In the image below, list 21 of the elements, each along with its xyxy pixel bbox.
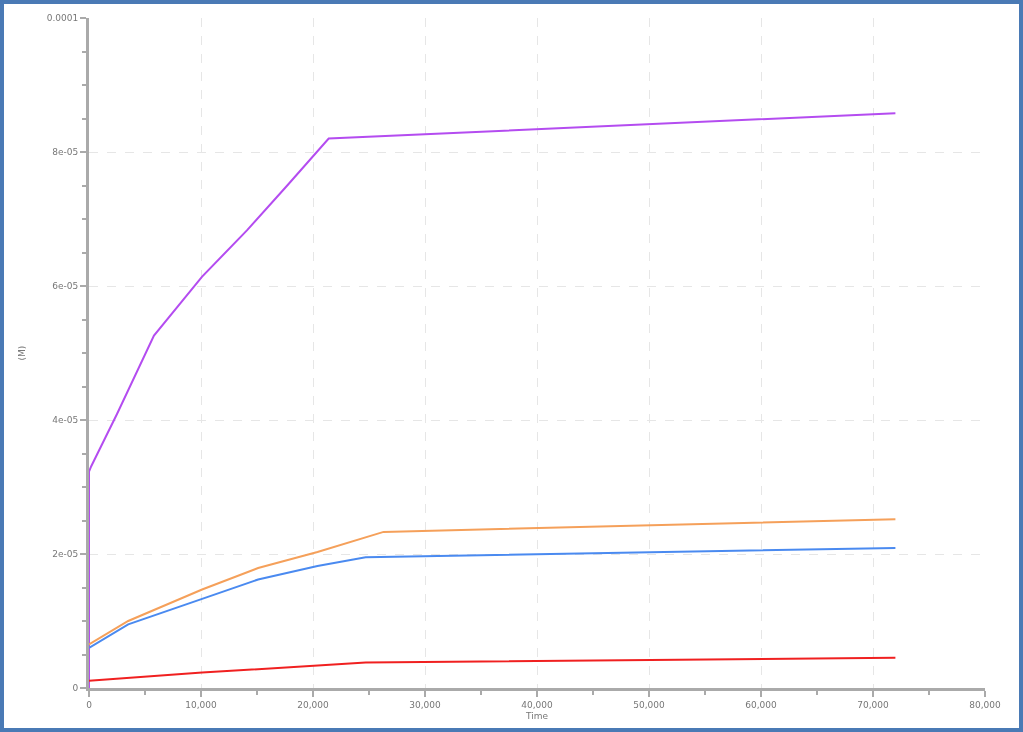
x-tick-label: 10,000 [185,699,218,710]
line-series [89,112,897,688]
x-tick-label: 0 [86,699,93,710]
y-tick-label: 0.0001 [46,13,79,24]
y-tick-label: 8e-05 [52,147,79,158]
x-tick-label: 50,000 [633,699,666,710]
x-axis-title: Time [524,710,549,721]
y-tick-label: 6e-05 [52,281,79,292]
x-tick-label: 20,000 [297,699,330,710]
x-tick-label: 70,000 [857,699,890,710]
y-tick-label: 0 [72,683,79,694]
line-series [89,656,897,682]
x-tick-label: 40,000 [521,699,554,710]
x-tick-label: 60,000 [745,699,778,710]
y-axis-title: (M) [17,345,28,361]
line-series [89,546,897,649]
y-tick-label: 4e-05 [52,415,79,426]
line-series [89,518,897,646]
x-tick-label: 80,000 [969,699,1002,710]
y-tick-label: 2e-05 [52,549,79,560]
x-tick-label: 30,000 [409,699,442,710]
